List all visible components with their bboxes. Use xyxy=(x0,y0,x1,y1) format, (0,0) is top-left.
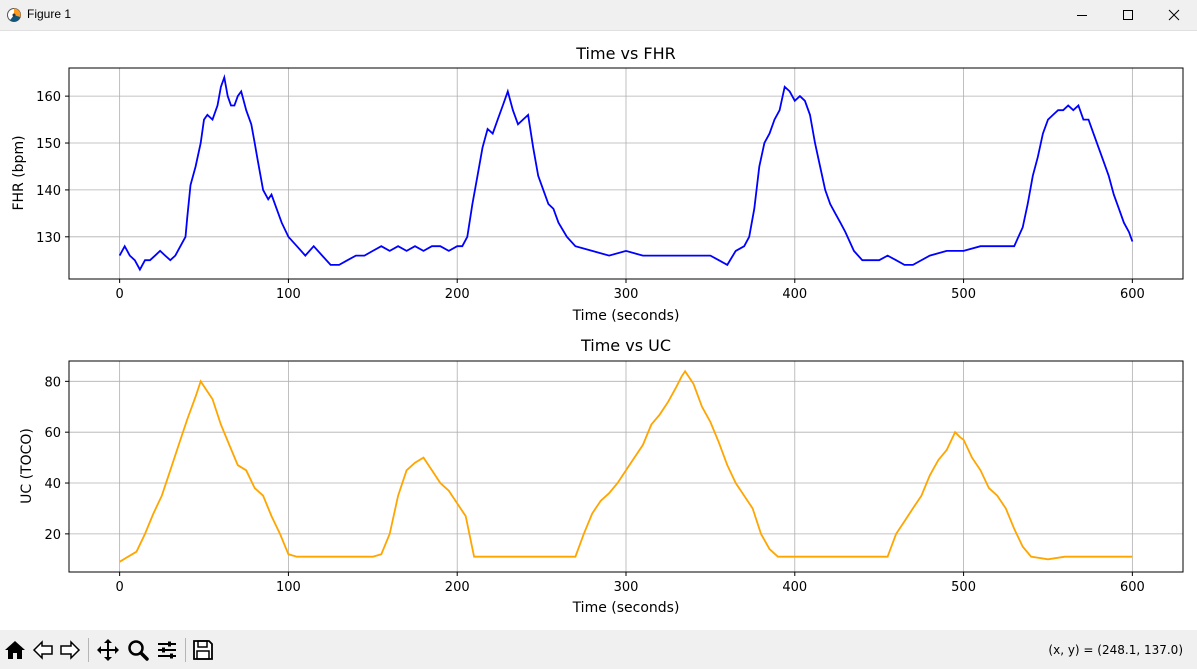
figure-svg: Time vs FHR 0 100 200 300 400 500 600130140150… xyxy=(11,44,1184,616)
figure-canvas[interactable]: Time vs FHR 0 100 200 300 400 500 600 130 140 150… xyxy=(0,31,1197,630)
pan-icon xyxy=(97,639,119,661)
cursor-coordinates: (x, y) = (248.1, 137.0) xyxy=(1048,643,1183,657)
uc-xtick-label: 400 xyxy=(782,580,807,595)
fhr-ytick-label: 160 xyxy=(36,90,61,105)
zoom-icon xyxy=(128,640,149,661)
fhr-frame xyxy=(68,67,1184,280)
uc-axes: Time vs UC 0 100 200 300 400 500 600 20 40 60 80 T… xyxy=(19,336,1184,616)
zoom-button[interactable] xyxy=(124,636,152,664)
minimize-icon xyxy=(1077,15,1087,16)
toolbar-separator xyxy=(185,638,186,662)
fhr-ytick-label: 130 xyxy=(36,231,61,246)
uc-ylabel: UC (TOCO) xyxy=(19,428,35,504)
uc-grid xyxy=(69,361,1183,572)
minimize-button[interactable] xyxy=(1059,0,1105,30)
uc-ytick-label: 20 xyxy=(44,528,61,543)
uc-xtick-label: 500 xyxy=(951,580,976,595)
fhr-title: Time vs FHR xyxy=(575,44,675,63)
fhr-series-line xyxy=(118,73,1134,272)
pan-button[interactable] xyxy=(94,636,122,664)
fhr-xtick-label: 300 xyxy=(614,287,639,302)
navigation-toolbar: (x, y) = (248.1, 137.0) xyxy=(0,630,1197,669)
back-button[interactable] xyxy=(29,636,57,664)
fhr-ytick-label: 150 xyxy=(36,137,61,152)
home-button[interactable] xyxy=(1,636,29,664)
forward-button[interactable] xyxy=(56,636,84,664)
uc-xtick-label: 600 xyxy=(1120,580,1145,595)
window-title: Figure 1 xyxy=(27,7,72,21)
toolbar-separator xyxy=(88,638,89,662)
uc-xtick-label: 0 xyxy=(115,580,123,595)
uc-xtick-label: 200 xyxy=(445,580,470,595)
configure-subplots-button[interactable] xyxy=(153,636,181,664)
fhr-xtick-label: 600 xyxy=(1120,287,1145,302)
fhr-axes: Time vs FHR 0 100 200 300 400 500 600 130 140 150… xyxy=(11,44,1184,324)
uc-series-line xyxy=(119,369,1133,563)
uc-frame xyxy=(68,360,1184,573)
uc-ticks: 0 100 200 300 400 500 600 20 40 60 80 xyxy=(44,375,1144,595)
fhr-xtick-label: 0 xyxy=(115,287,123,302)
configure-subplots-icon xyxy=(158,641,176,659)
close-icon xyxy=(1168,9,1180,21)
uc-xtick-label: 300 xyxy=(614,580,639,595)
fhr-ylabel: FHR (bpm) xyxy=(11,135,27,210)
window-titlebar: Figure 1 xyxy=(0,0,1197,31)
maximize-button[interactable] xyxy=(1105,0,1151,30)
fhr-xtick-label: 200 xyxy=(445,287,470,302)
forward-icon xyxy=(60,640,81,660)
uc-xlabel: Time (seconds) xyxy=(572,600,680,616)
uc-ytick-label: 80 xyxy=(44,375,61,390)
home-icon xyxy=(5,641,25,659)
fhr-ticks: 0 100 200 300 400 500 600 130 140 150 160 xyxy=(36,90,1145,302)
uc-ytick-label: 60 xyxy=(44,426,61,441)
close-button[interactable] xyxy=(1151,0,1197,30)
save-button[interactable] xyxy=(189,636,217,664)
uc-xtick-label: 100 xyxy=(276,580,301,595)
fhr-xtick-label: 400 xyxy=(782,287,807,302)
maximize-icon xyxy=(1123,10,1133,20)
fhr-ytick-label: 140 xyxy=(36,184,61,199)
fhr-xtick-label: 100 xyxy=(276,287,301,302)
uc-ytick-label: 40 xyxy=(44,477,61,492)
fhr-xtick-label: 500 xyxy=(951,287,976,302)
fhr-xlabel: Time (seconds) xyxy=(572,308,680,324)
figure-app-icon xyxy=(7,8,21,22)
back-icon xyxy=(32,640,53,660)
save-icon xyxy=(193,640,213,660)
uc-title: Time vs UC xyxy=(580,336,671,355)
